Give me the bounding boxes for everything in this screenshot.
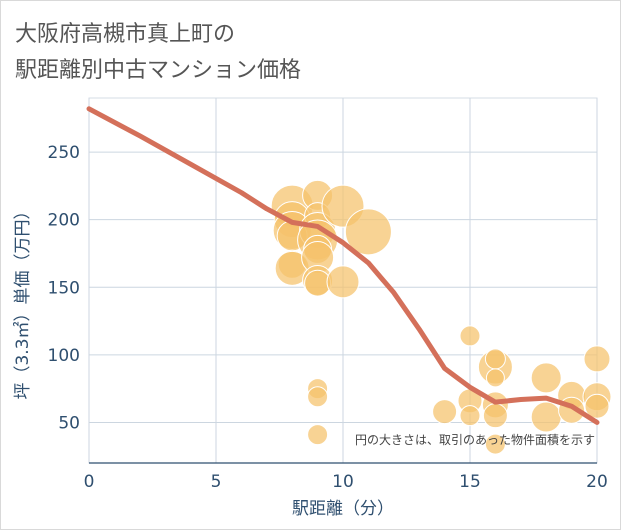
y-tick-label: 50 — [58, 413, 80, 433]
data-bubble — [459, 405, 481, 427]
data-bubble — [344, 208, 392, 256]
y-tick-label: 200 — [48, 211, 80, 231]
data-bubble — [484, 433, 506, 455]
data-bubble — [326, 265, 360, 299]
y-axis-label: 坪（3.3㎡）単価（万円） — [13, 202, 33, 399]
x-tick-label: 20 — [586, 472, 608, 492]
data-bubble — [484, 348, 506, 370]
size-legend-note: 円の大きさは、取引のあった物件面積を示す — [355, 432, 595, 447]
y-tick-label: 250 — [48, 143, 80, 163]
y-tick-label: 100 — [48, 346, 80, 366]
x-tick-label: 10 — [332, 472, 354, 492]
data-bubble — [584, 393, 610, 419]
x-tick-label: 15 — [459, 472, 481, 492]
data-bubble — [530, 362, 562, 394]
chart-title-line-2: 駅距離別中古マンション価格 — [15, 58, 301, 83]
y-tick-label: 150 — [48, 278, 80, 298]
x-axis-label: 駅距離（分） — [292, 499, 394, 519]
data-bubble — [307, 386, 329, 408]
tick-layer: 0 5 10 15 20 50 100 150 200 250 — [48, 143, 608, 492]
data-bubble — [482, 403, 508, 429]
data-bubble — [307, 424, 329, 446]
bubble-layer — [270, 179, 612, 455]
data-bubble — [459, 325, 481, 347]
data-bubble — [583, 345, 611, 373]
data-bubble — [530, 401, 562, 433]
data-bubble — [485, 368, 505, 388]
x-tick-label: 0 — [84, 472, 95, 492]
data-bubble — [432, 399, 458, 425]
chart-title-line-1: 大阪府高槻市真上町の — [15, 22, 235, 47]
trend-line-layer — [86, 106, 600, 425]
trend-line — [86, 106, 600, 425]
x-tick-label: 5 — [211, 472, 222, 492]
